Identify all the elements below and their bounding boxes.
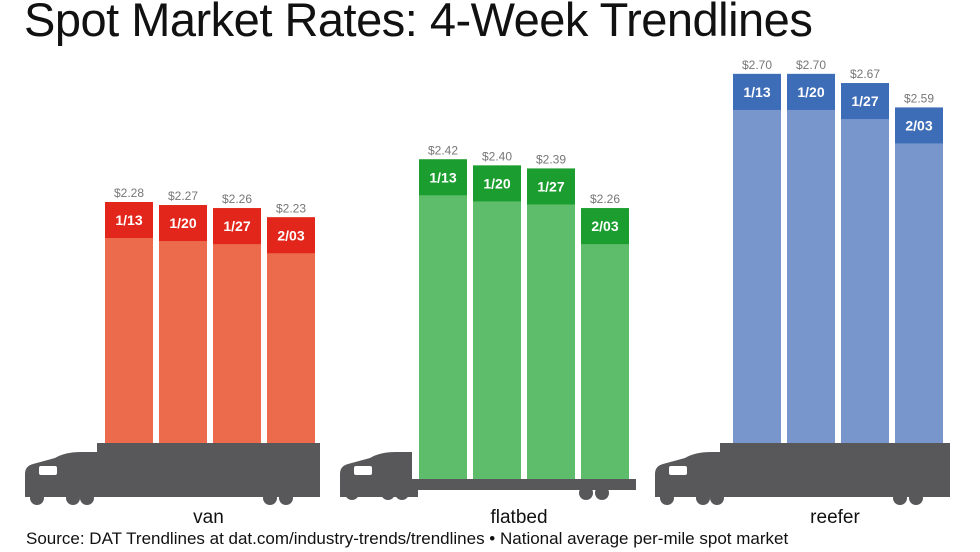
value-label: $2.42 — [428, 143, 458, 157]
wheel-icon — [710, 491, 724, 505]
date-label: 1/20 — [483, 175, 510, 191]
group-label: reefer — [810, 507, 860, 528]
value-label: $2.26 — [590, 192, 620, 206]
truck-window-icon — [669, 466, 687, 475]
wheel-icon — [893, 491, 907, 505]
value-label: $2.23 — [276, 201, 306, 215]
bar-van-1/13 — [105, 202, 153, 443]
bar-flatbed-1/20 — [473, 165, 521, 479]
bar-flatbed-1/13 — [419, 159, 467, 480]
group-van: 1/13 $2.28 1/20 $2.27 1/27 $2.26 2/03 $2.23 van — [25, 186, 320, 528]
date-label: 1/27 — [851, 93, 878, 109]
value-label: $2.40 — [482, 149, 512, 163]
wheel-icon — [595, 486, 609, 500]
bar-van-1/27 — [213, 208, 261, 443]
bar-cap — [787, 73, 835, 110]
wheel-icon — [660, 491, 674, 505]
date-label: 1/27 — [537, 178, 564, 194]
wheel-icon — [66, 491, 80, 505]
bar-cap — [105, 202, 153, 238]
source-note: Source: DAT Trendlines at dat.com/indust… — [26, 529, 789, 548]
bar-cap — [473, 165, 521, 202]
bar-flatbed-2/03 — [581, 208, 629, 479]
bar-cap — [159, 205, 207, 242]
bar-reefer-1/27 — [841, 83, 889, 444]
wheel-icon — [263, 491, 277, 505]
value-label: $2.67 — [850, 67, 880, 81]
wheel-icon — [395, 486, 409, 500]
bar-van-1/20 — [159, 205, 207, 443]
date-label: 2/03 — [277, 227, 304, 243]
bar-cap — [527, 168, 575, 205]
chart-title: Spot Market Rates: 4-Week Trendlines — [24, 0, 813, 46]
wheel-icon — [696, 491, 710, 505]
date-label: 2/03 — [905, 117, 932, 133]
truck-window-icon — [354, 466, 372, 475]
bar-cap — [733, 73, 781, 110]
truck-cab-icon — [340, 452, 412, 497]
bar-cap — [895, 107, 943, 144]
group-flatbed: 1/13 $2.42 1/20 $2.40 1/27 $2.39 2/03 $2.26 flat… — [340, 143, 636, 528]
truck-cab-icon — [25, 452, 97, 497]
date-label: 2/03 — [591, 218, 618, 234]
date-label: 1/27 — [223, 218, 250, 234]
wheel-icon — [30, 491, 44, 505]
value-label: $2.26 — [222, 192, 252, 206]
value-label: $2.28 — [114, 186, 144, 200]
value-label: $2.39 — [536, 152, 566, 166]
bar-reefer-1/20 — [787, 73, 835, 444]
wheel-icon — [279, 491, 293, 505]
trailer-box-icon — [97, 443, 320, 497]
group-label: flatbed — [490, 507, 547, 528]
date-label: 1/13 — [429, 169, 456, 185]
value-label: $2.70 — [742, 58, 772, 72]
wheel-icon — [345, 486, 359, 500]
wheel-icon — [579, 486, 593, 500]
bar-cap — [419, 159, 467, 196]
flatbed-deck-icon — [410, 479, 636, 490]
value-label: $2.70 — [796, 58, 826, 72]
bar-reefer-1/13 — [733, 73, 781, 444]
truck-window-icon — [39, 466, 57, 475]
bar-cap — [581, 208, 629, 245]
value-label: $2.27 — [168, 189, 198, 203]
wheel-icon — [381, 486, 395, 500]
date-label: 1/20 — [797, 84, 824, 100]
value-label: $2.59 — [904, 91, 934, 105]
group-reefer: 1/13 $2.70 1/20 $2.70 1/27 $2.67 2/03 $2.59 reef… — [655, 58, 950, 528]
bar-cap — [841, 83, 889, 120]
bar-flatbed-1/27 — [527, 168, 575, 479]
date-label: 1/13 — [743, 84, 770, 100]
wheel-icon — [909, 491, 923, 505]
wheel-icon — [80, 491, 94, 505]
date-label: 1/13 — [115, 212, 142, 228]
bar-reefer-2/03 — [895, 107, 943, 443]
truck-cab-icon — [655, 452, 727, 497]
group-label: van — [193, 507, 224, 528]
bar-cap — [267, 217, 315, 254]
bar-van-2/03 — [267, 217, 315, 443]
bar-cap — [213, 208, 261, 245]
trailer-box-icon — [720, 443, 950, 497]
date-label: 1/20 — [169, 215, 196, 231]
